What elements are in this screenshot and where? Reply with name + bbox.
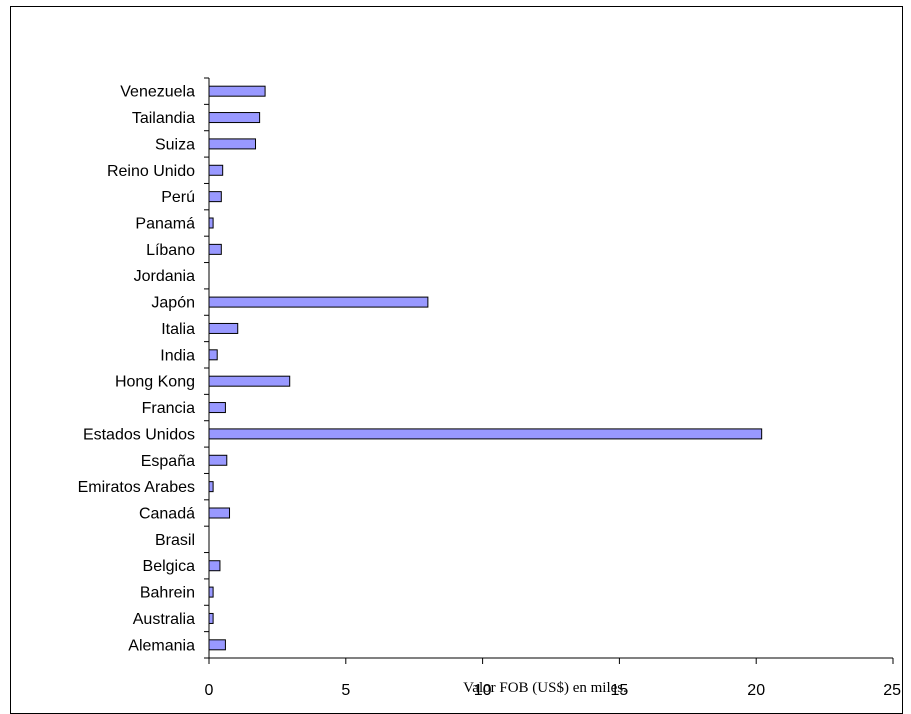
bar-canada (208, 507, 231, 519)
x-tick-label: 20 (747, 682, 765, 699)
bar-bahrein (208, 586, 214, 598)
category-label-alemania: Alemania (128, 637, 195, 654)
bar-francia (208, 402, 226, 414)
bar-alemania (208, 639, 226, 651)
category-label-peru: Perú (161, 189, 195, 206)
x-tick-label: 0 (205, 682, 214, 699)
category-label-estados-unidos: Estados Unidos (83, 426, 195, 443)
category-label-hong-kong: Hong Kong (115, 374, 195, 391)
category-label-japon: Japón (151, 295, 195, 312)
category-label-panama: Panamá (135, 216, 195, 233)
bar-italia (208, 322, 239, 334)
x-tick-label: 5 (341, 682, 350, 699)
bar-peru (208, 191, 222, 203)
bar-emiratos-arabes (208, 481, 214, 493)
x-axis-title: Valor FOB (US$) en miles. (463, 680, 627, 696)
bar-libano (208, 243, 222, 255)
bar-australia (208, 612, 214, 624)
chart-area (10, 6, 903, 714)
bar-tailandia (208, 112, 261, 124)
x-axis-ticks: 0 5 10 15 20 25 (205, 658, 901, 699)
category-label-francia: Francia (142, 400, 195, 417)
bar-estados-unidos (208, 428, 763, 440)
category-label-emiratos-arabes: Emiratos Arabes (78, 479, 195, 496)
x-tick-label: 15 (611, 682, 629, 699)
category-label-belgica: Belgica (143, 558, 196, 575)
category-label-bahrein: Bahrein (140, 585, 195, 602)
bar-hong-kong (208, 375, 291, 387)
category-label-venezuela: Venezuela (120, 84, 195, 101)
category-label-tailandia: Tailandia (132, 110, 195, 127)
bar-venezuela (208, 85, 266, 97)
bar-india (208, 349, 218, 361)
category-label-india: India (160, 347, 195, 364)
category-label-espana: España (141, 453, 195, 470)
category-label-suiza: Suiza (155, 136, 195, 153)
category-label-reino-unido: Reino Unido (107, 163, 195, 180)
x-tick-label: 10 (474, 682, 492, 699)
bar-suiza (208, 138, 257, 150)
category-label-jordania: Jordania (134, 268, 195, 285)
bar-panama (208, 217, 214, 229)
bars-group (208, 85, 763, 651)
category-labels: Venezuela Tailandia Suiza Reino Unido Perú Pa… (78, 84, 195, 655)
bar-belgica (208, 560, 221, 572)
category-label-brasil: Brasil (155, 532, 195, 549)
bar-espana (208, 454, 228, 466)
category-label-libano: Líbano (146, 242, 195, 259)
category-label-italia: Italia (161, 321, 195, 338)
x-tick-label: 25 (883, 682, 901, 699)
category-label-canada: Canadá (139, 506, 195, 523)
y-axis-ticks (204, 77, 209, 659)
category-label-australia: Australia (133, 611, 195, 628)
bar-japon (208, 296, 429, 308)
bar-reino-unido (208, 164, 224, 176)
